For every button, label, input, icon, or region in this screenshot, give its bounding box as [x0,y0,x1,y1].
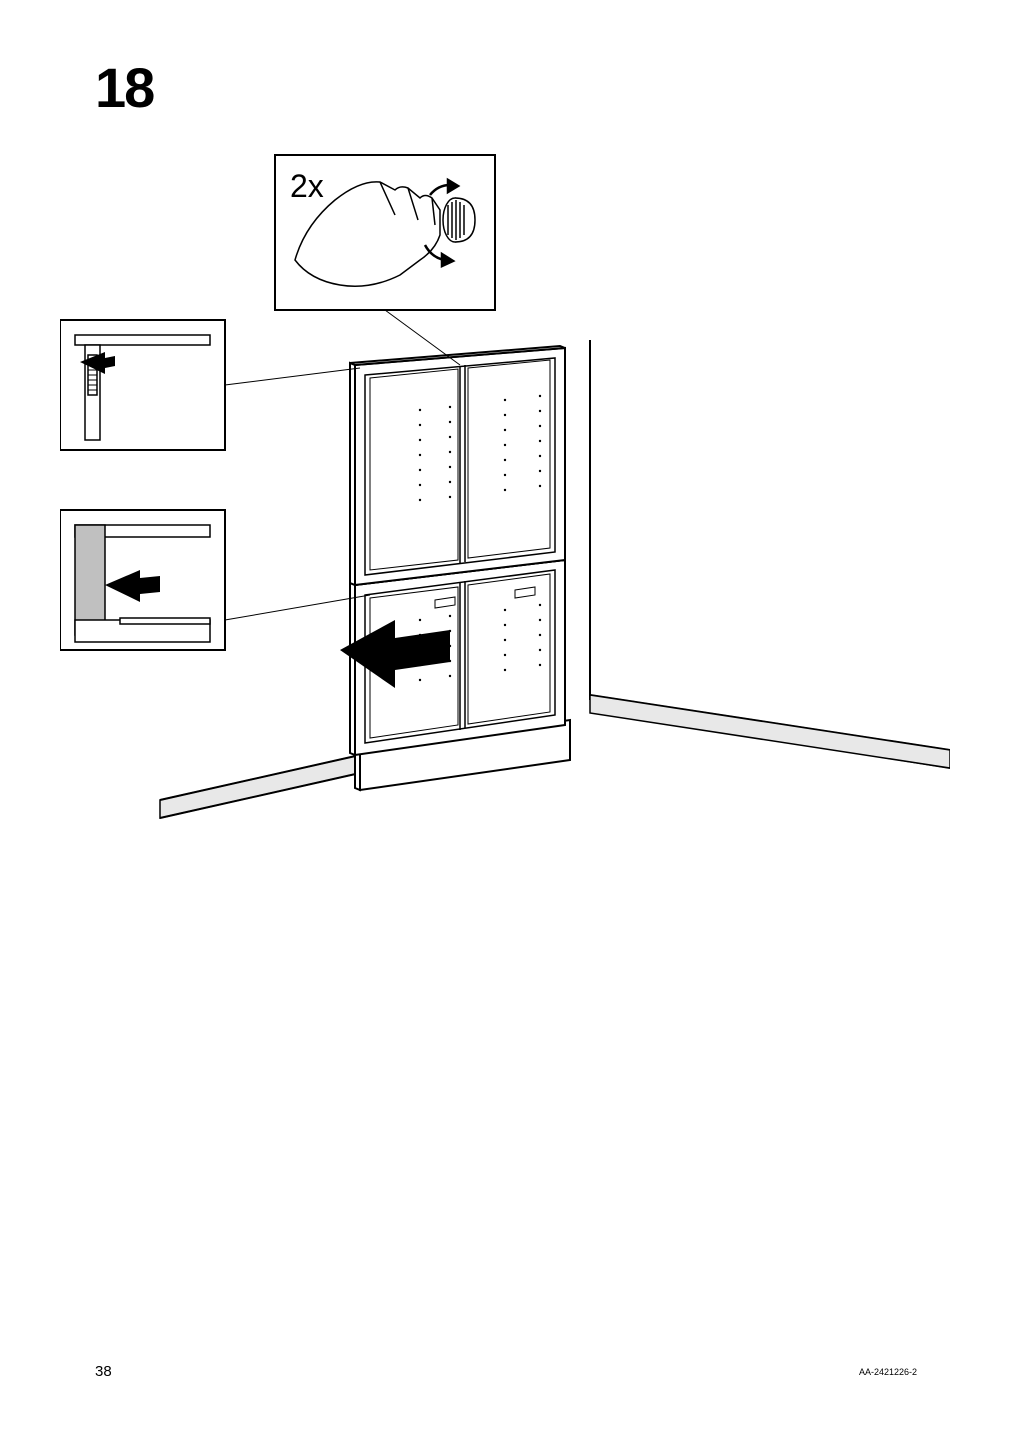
page-number: 38 [95,1363,112,1380]
step-number: 18 [95,55,153,120]
document-id: AA-2421226-2 [859,1367,917,1377]
callout-cam-top-detail [60,320,360,450]
assembly-instruction-page: 18 2x [0,0,1012,1432]
cabinet-unit [350,346,570,790]
diagram-svg [60,140,950,840]
assembly-diagram: 2x [60,140,950,840]
quantity-label: 2x [290,168,324,205]
callout-slide-detail [60,510,370,650]
